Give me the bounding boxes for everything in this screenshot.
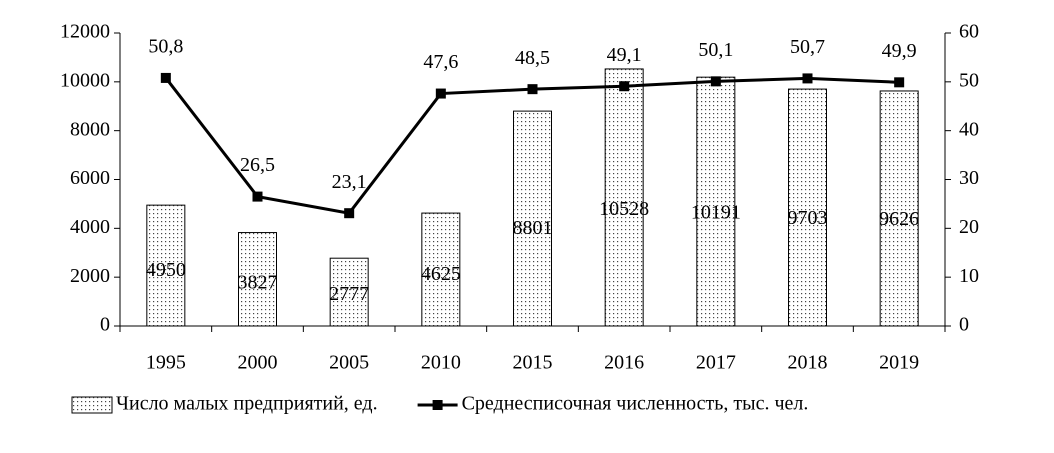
line-value-label: 50,7 — [790, 36, 825, 58]
line-marker — [527, 84, 538, 95]
x-tick-label: 2017 — [696, 352, 736, 374]
y2-tick-label: 60 — [959, 21, 979, 43]
y2-tick-label: 0 — [959, 314, 969, 336]
line-marker — [710, 76, 721, 87]
bar-value-label: 4625 — [421, 263, 461, 285]
x-tick-label: 2005 — [329, 352, 369, 374]
bar — [238, 232, 277, 327]
bar — [513, 110, 552, 327]
bar — [146, 204, 186, 327]
bar — [788, 88, 827, 327]
legend-marker — [432, 400, 443, 410]
line-marker — [252, 191, 263, 202]
y-tick-label: 6000 — [70, 167, 110, 189]
x-tick-label: 2010 — [421, 352, 461, 374]
bar-value-label: 10191 — [691, 202, 741, 224]
line-marker — [435, 88, 446, 99]
line-marker — [160, 72, 171, 83]
bar-value-label: 4950 — [146, 259, 186, 281]
bar-value-label: 9703 — [788, 207, 828, 229]
line-value-label: 26,5 — [240, 154, 275, 176]
y-tick-label: 8000 — [70, 118, 110, 140]
y-tick-label: 0 — [100, 314, 110, 336]
x-tick-label: 2016 — [604, 352, 644, 374]
y2-tick-label: 30 — [959, 167, 979, 189]
x-tick-label: 2015 — [513, 352, 553, 374]
line-marker — [802, 73, 813, 84]
legend-label: Число малых предприятий, ед. — [116, 393, 378, 415]
y2-tick-label: 10 — [959, 265, 979, 287]
line-value-label: 47,6 — [423, 51, 458, 73]
x-tick-label: 2018 — [788, 352, 828, 374]
x-tick-label: 2019 — [879, 352, 919, 374]
bar — [421, 212, 461, 327]
y2-tick-label: 40 — [959, 118, 979, 140]
y-tick-label: 2000 — [70, 265, 110, 287]
line-value-label: 48,5 — [515, 47, 550, 69]
line-marker — [894, 77, 905, 88]
x-tick-label: 2000 — [238, 352, 278, 374]
bar-value-label: 8801 — [513, 217, 553, 239]
bar — [329, 257, 369, 327]
x-tick-label: 1995 — [146, 352, 186, 374]
line-value-label: 23,1 — [332, 171, 367, 193]
line-marker — [344, 208, 355, 219]
line-value-label: 49,1 — [607, 44, 642, 66]
bar-value-label: 2777 — [329, 283, 369, 305]
bar — [604, 68, 644, 327]
legend-swatch — [71, 396, 113, 414]
bar — [696, 76, 736, 327]
line-value-label: 50,1 — [698, 39, 733, 61]
line-value-label: 50,8 — [148, 36, 183, 58]
legend-label: Среднесписочная численность, тыс. чел. — [462, 393, 809, 415]
bar-value-label: 3827 — [238, 272, 278, 294]
bar — [879, 90, 919, 327]
y-tick-label: 4000 — [70, 216, 110, 238]
y-tick-label: 10000 — [60, 69, 110, 91]
line-value-label: 49,9 — [882, 40, 917, 62]
line-marker — [619, 81, 630, 92]
y2-tick-label: 50 — [959, 69, 979, 91]
bar-value-label: 10528 — [599, 198, 649, 220]
y2-tick-label: 20 — [959, 216, 979, 238]
y-tick-label: 12000 — [60, 21, 110, 43]
bar-value-label: 9626 — [879, 208, 919, 230]
